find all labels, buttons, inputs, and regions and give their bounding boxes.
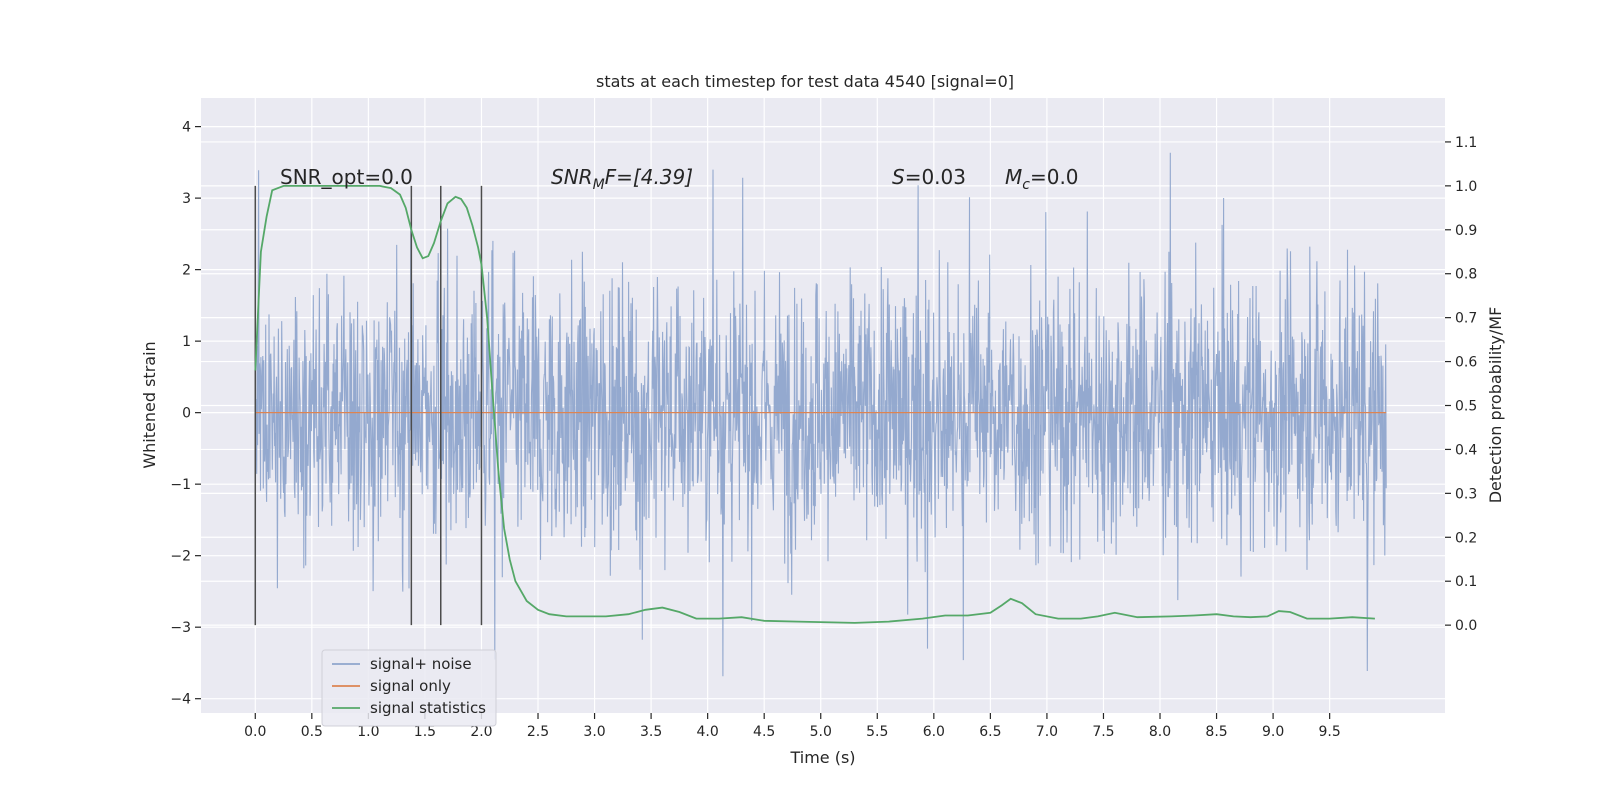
y-right-tick-label: 0.1 — [1455, 574, 1477, 590]
x-tick-label: 1.0 — [357, 724, 379, 740]
y-left-tick-label: 4 — [182, 120, 191, 136]
x-tick-label: 5.5 — [866, 724, 888, 740]
snr-opt-annotation: SNR_opt=0.0 — [280, 165, 413, 189]
y-left-tick-label: −3 — [170, 620, 191, 636]
x-tick-label: 5.0 — [810, 724, 832, 740]
x-tick-label: 1.5 — [414, 724, 436, 740]
y-right-tick-label: 0.2 — [1455, 530, 1477, 546]
x-tick-label: 9.5 — [1319, 724, 1341, 740]
s-annotation: S=0.03 — [892, 165, 966, 189]
y-left-tick-label: 1 — [182, 334, 191, 350]
x-axis-label: Time (s) — [789, 748, 855, 767]
x-tick-label: 7.0 — [1036, 724, 1058, 740]
y-axis-left-label: Whitened strain — [140, 341, 159, 468]
legend-label-signal-noise: signal+ noise — [370, 655, 472, 673]
legend: signal+ noise signal only signal statist… — [321, 649, 497, 727]
signal-noise-line — [254, 152, 1387, 677]
y-right-tick-label: 0.6 — [1455, 355, 1477, 371]
legend-label-signal-only: signal only — [370, 677, 451, 695]
x-tick-label: 8.5 — [1205, 724, 1227, 740]
x-tick-label: 2.5 — [527, 724, 549, 740]
mc-value: =0.0 — [1030, 165, 1079, 189]
y-right-tick-label: 0.4 — [1455, 442, 1477, 458]
snr-mf-suffix: F=[4.39] — [605, 165, 693, 189]
y-right-tick-label: 0.5 — [1455, 399, 1477, 415]
s-value: =0.03 — [905, 165, 966, 189]
y-left-tick-label: −2 — [170, 549, 191, 565]
signal-noise-series — [254, 152, 1387, 677]
mc-sub: c — [1022, 177, 1030, 193]
y-right-tick-label: 1.0 — [1455, 179, 1477, 195]
snr-mf-sub: M — [593, 177, 605, 193]
x-tick-label: 6.5 — [979, 724, 1001, 740]
x-tick-label: 8.0 — [1149, 724, 1171, 740]
x-tick-label: 3.5 — [640, 724, 662, 740]
mc-annotation: Mc=0.0 — [1005, 165, 1079, 193]
snr-mf-prefix: SNR — [551, 165, 593, 189]
y-right-tick-label: 0.7 — [1455, 311, 1477, 327]
y-left-tick-label: 2 — [182, 263, 191, 279]
x-tick-label: 2.0 — [470, 724, 492, 740]
signal-statistics-series — [254, 185, 1375, 624]
y-left-tick-label: −4 — [170, 692, 191, 708]
vertical-markers — [254, 185, 483, 626]
mc-label: M — [1005, 165, 1022, 189]
x-tick-label: 4.0 — [697, 724, 719, 740]
x-tick-label: 6.0 — [923, 724, 945, 740]
chart-title: stats at each timestep for test data 454… — [596, 72, 1014, 91]
x-tick-label: 7.5 — [1092, 724, 1114, 740]
y-left-tick-label: −1 — [170, 477, 191, 493]
y-left-tick-label: 0 — [182, 406, 191, 422]
y-right-tick-label: 0.3 — [1455, 486, 1477, 502]
y-axis-right-label: Detection probability/MF — [1486, 307, 1505, 504]
y-right-tick-label: 0.0 — [1455, 618, 1477, 634]
x-axis-ticks: 0.0 0.5 1.0 1.5 2.0 2.5 3.0 3.5 4.0 4.5 5.0 5.5 6.0 6… — [244, 713, 1341, 740]
x-tick-label: 0.0 — [244, 724, 266, 740]
snr-mf-annotation: SNRMF=[4.39] — [551, 165, 693, 193]
x-tick-label: 9.0 — [1262, 724, 1284, 740]
y-left-tick-label: 3 — [182, 191, 191, 207]
y-right-tick-label: 1.1 — [1455, 135, 1477, 151]
y-axis-left-ticks: 4 3 2 1 0 −1 −2 −3 −4 — [170, 120, 201, 708]
s-label: S — [892, 165, 905, 189]
y-axis-right-ticks: 1.1 1.0 0.9 0.8 0.7 0.6 0.5 0.4 0.3 0.2 0.1 0.0 — [1445, 135, 1477, 634]
legend-box — [321, 649, 497, 727]
y-right-tick-label: 0.9 — [1455, 223, 1477, 239]
x-tick-label: 3.0 — [583, 724, 605, 740]
x-tick-label: 4.5 — [753, 724, 775, 740]
legend-label-signal-statistics: signal statistics — [370, 699, 486, 717]
y-right-tick-label: 0.8 — [1455, 267, 1477, 283]
x-tick-label: 0.5 — [301, 724, 323, 740]
